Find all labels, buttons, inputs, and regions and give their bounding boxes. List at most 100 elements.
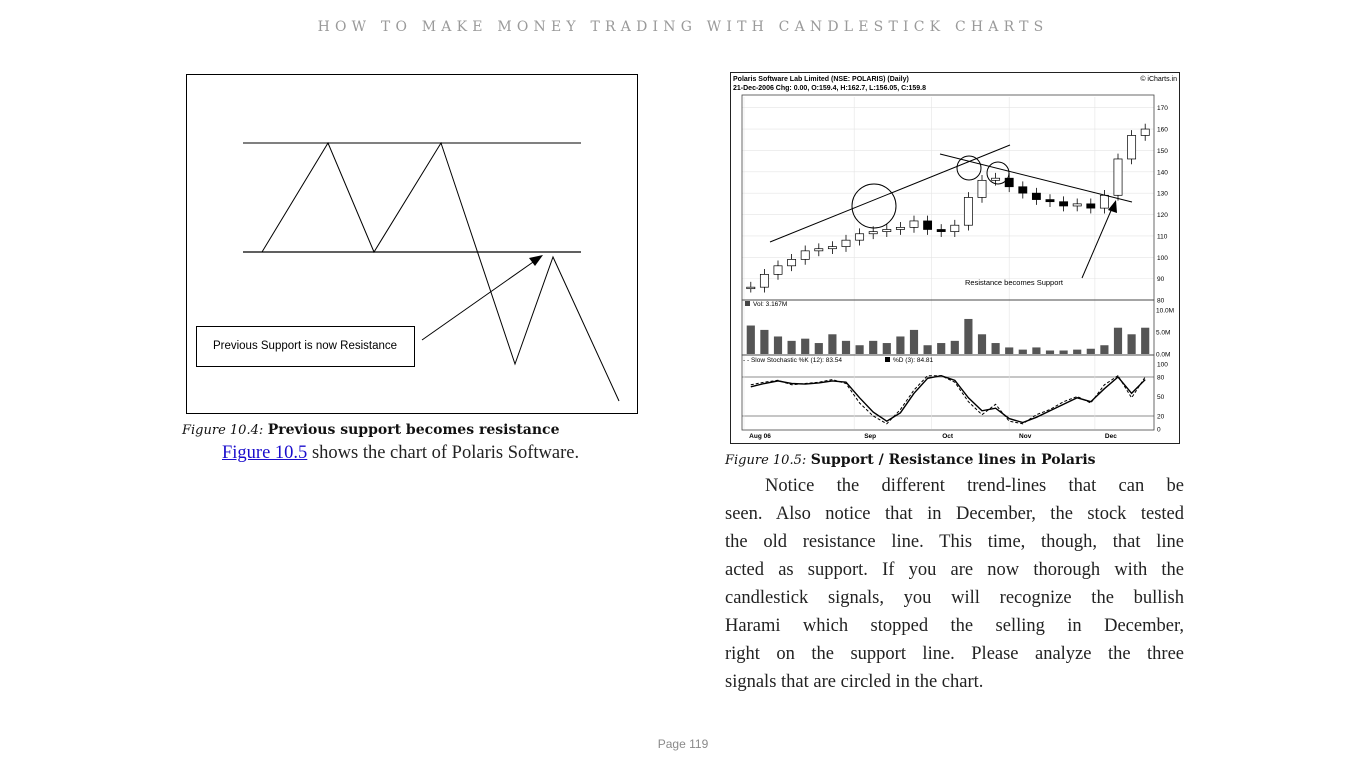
- figure-10-5-link[interactable]: Figure 10.5: [222, 443, 308, 463]
- y-axis-ticks: 170 160 150 140 130 120 110 100 90 80 10.0M 5.0M 0.0…: [1156, 105, 1174, 433]
- candle-body: [963, 197, 973, 226]
- candle-body: [1140, 128, 1150, 136]
- chart-source: © iCharts.in: [1140, 75, 1177, 83]
- x-tick-label: Oct: [942, 433, 954, 440]
- price-path: [261, 141, 620, 402]
- volume-bar: [760, 329, 769, 354]
- label-text: Previous Support is now Resistance: [213, 340, 397, 352]
- stochastic-lines: [750, 374, 1146, 425]
- volume-tick-label: 10.0M: [1156, 308, 1174, 315]
- candle-body: [1086, 203, 1096, 209]
- price-tick-label: 100: [1157, 255, 1168, 262]
- volume-bar: [1032, 347, 1041, 354]
- stoch-tick-label: 80: [1157, 375, 1165, 382]
- candle-body: [1031, 192, 1041, 200]
- candle-body: [1059, 201, 1069, 207]
- left-paragraph-text: shows the chart of Polaris Software.: [307, 443, 580, 463]
- volume-bar: [964, 318, 973, 354]
- figure-10-5-chart: Polaris Software Lab Limited (NSE: POLAR…: [730, 72, 1180, 444]
- x-tick-label: Aug 06: [749, 433, 771, 440]
- volume-bar: [1073, 349, 1082, 354]
- stoch-tick-label: 50: [1157, 394, 1165, 401]
- volume-bar: [828, 334, 837, 354]
- paragraph-line: Harami which stopped the selling in Dece…: [725, 616, 1184, 636]
- stoch-k-line: [750, 374, 1146, 425]
- volume-bar: [1113, 327, 1123, 354]
- annotation-arrow-head: [1108, 200, 1117, 213]
- figure-10-4-diagram: Previous Support is now Resistance: [186, 74, 638, 414]
- candle-body: [882, 229, 892, 232]
- volume-bar: [896, 336, 905, 354]
- arrow-head: [529, 255, 543, 266]
- x-tick-label: Dec: [1105, 433, 1117, 440]
- pointer-arrow: [421, 259, 537, 341]
- signal-circle-1: [851, 183, 897, 229]
- stoch-d-label: %D (3): 84.81: [893, 357, 933, 364]
- volume-bar: [950, 340, 959, 354]
- paragraph-line: Notice the different trend-lines that ca…: [765, 476, 1184, 496]
- signal-circle-2: [956, 155, 982, 181]
- volume-label: Vol: 3.167M: [753, 301, 787, 308]
- volume-bar: [1018, 349, 1027, 354]
- price-tick-label: 160: [1157, 127, 1168, 134]
- volume-bar: [746, 325, 755, 354]
- price-tick-label: 80: [1157, 298, 1165, 305]
- chart-title: Polaris Software Lab Limited (NSE: POLAR…: [733, 76, 909, 83]
- paragraph-line: candlestick signals, you will recognize …: [725, 588, 1184, 608]
- paragraph-line: the old resistance line. This time, thou…: [725, 532, 1184, 552]
- volume-bar: [937, 343, 946, 354]
- trendline-down: [939, 153, 1133, 203]
- candle-body: [909, 220, 919, 228]
- volume-bar: [1100, 345, 1109, 354]
- figure-10-4-caption: Figure 10.4: Previous support becomes re…: [182, 422, 559, 438]
- candle-body: [1072, 203, 1082, 207]
- volume-bar: [909, 329, 919, 354]
- volume-bar: [923, 345, 932, 354]
- price-tick-label: 150: [1157, 148, 1168, 155]
- volume-bar: [814, 343, 823, 354]
- candle-body: [1045, 199, 1055, 203]
- candle-body: [800, 250, 810, 260]
- candle-body: [936, 229, 946, 232]
- stoch-d-swatch: [885, 357, 890, 362]
- candle-body: [1018, 186, 1028, 194]
- candle-body: [1113, 158, 1123, 196]
- volume-tick-label: 5.0M: [1156, 330, 1170, 337]
- candle-body: [773, 265, 783, 275]
- volume-bar: [801, 338, 810, 354]
- stoch-tick-label: 0: [1157, 427, 1161, 434]
- price-tick-label: 110: [1157, 233, 1168, 240]
- signal-circle-3: [986, 161, 1010, 185]
- candle-body: [1099, 194, 1109, 209]
- paragraph-line: signals that are circled in the chart.: [725, 672, 984, 692]
- volume-bar: [869, 340, 878, 354]
- volume-tick-label: 0.0M: [1156, 352, 1170, 359]
- annotation-label: Resistance becomes Support: [965, 278, 1064, 287]
- candle-body: [855, 233, 865, 241]
- candle-body: [814, 248, 824, 252]
- candle-body: [746, 286, 756, 290]
- volume-legend-swatch: [745, 301, 750, 306]
- volume-bar: [1059, 350, 1068, 354]
- chart-ohlc: 21-Dec-2006 Chg: 0.00, O:159.4, H:162.7,…: [733, 85, 926, 92]
- paragraph-line: acted as support. If you are now thoroug…: [725, 560, 1184, 580]
- candle-body: [868, 231, 878, 235]
- candle-body: [759, 274, 769, 288]
- volume-bar: [991, 343, 1000, 354]
- paragraph-line: right on the support line. Please analyz…: [725, 644, 1184, 664]
- annotation-arrow: [1081, 205, 1114, 279]
- candle-body: [1127, 135, 1137, 160]
- volume-bar: [855, 345, 864, 354]
- label-box: [196, 326, 415, 367]
- figure-10-4-caption-title: Previous support becomes resistance: [267, 422, 560, 438]
- figure-10-5-caption-number: Figure 10.5:: [725, 453, 807, 468]
- figure-10-4-caption-number: Figure 10.4:: [182, 423, 264, 438]
- stoch-tick-label: 100: [1157, 362, 1168, 369]
- stoch-k-label: - - Slow Stochastic %K (12): 83.54: [743, 357, 842, 364]
- candle-body: [787, 259, 797, 267]
- volume-bar: [787, 340, 796, 354]
- candle-body: [1004, 177, 1014, 188]
- figure-10-5-caption-title: Support / Resistance lines in Polaris: [810, 452, 1096, 468]
- price-tick-label: 120: [1157, 212, 1168, 219]
- paragraph-line: seen. Also notice that in December, the …: [725, 504, 1184, 524]
